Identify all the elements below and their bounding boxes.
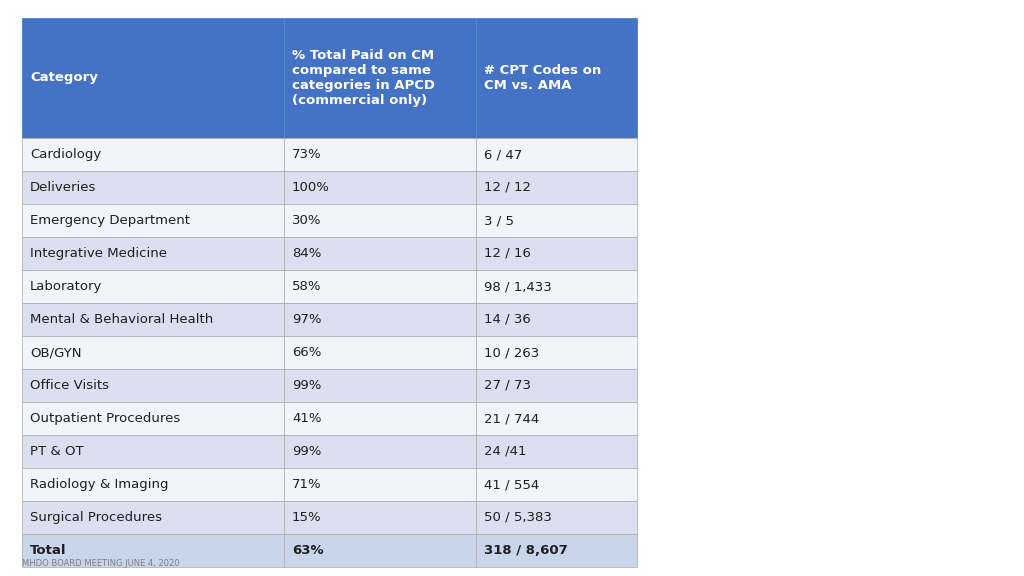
Text: 10 / 263: 10 / 263 bbox=[484, 346, 540, 359]
Text: 12 / 12: 12 / 12 bbox=[484, 181, 531, 194]
Text: 97%: 97% bbox=[292, 313, 322, 326]
Text: Emergency Department: Emergency Department bbox=[30, 214, 190, 227]
Text: 6 / 47: 6 / 47 bbox=[484, 148, 522, 161]
Text: 3 / 5: 3 / 5 bbox=[484, 214, 514, 227]
Text: Laboratory: Laboratory bbox=[30, 280, 102, 293]
Text: # CPT Codes on
CM vs. AMA: # CPT Codes on CM vs. AMA bbox=[484, 64, 601, 92]
Text: 41%: 41% bbox=[292, 412, 322, 425]
Text: Outpatient Procedures: Outpatient Procedures bbox=[30, 412, 180, 425]
Text: MHDO BOARD MEETING JUNE 4, 2020: MHDO BOARD MEETING JUNE 4, 2020 bbox=[22, 559, 179, 568]
Text: Page 11: Page 11 bbox=[958, 551, 997, 561]
Text: Deliveries: Deliveries bbox=[30, 181, 96, 194]
Text: 99%: 99% bbox=[292, 379, 322, 392]
Text: Radiology & Imaging: Radiology & Imaging bbox=[30, 478, 169, 491]
Text: Total: Total bbox=[30, 544, 67, 557]
Text: % Total Paid on CM
compared to same
categories in APCD
(commercial only): % Total Paid on CM compared to same cate… bbox=[292, 49, 435, 107]
Text: 318 / 8,607: 318 / 8,607 bbox=[484, 544, 567, 557]
Text: 27 / 73: 27 / 73 bbox=[484, 379, 531, 392]
Text: 71%: 71% bbox=[292, 478, 322, 491]
Text: 84%: 84% bbox=[292, 247, 322, 260]
Text: 66%: 66% bbox=[292, 346, 322, 359]
Text: 15%: 15% bbox=[292, 511, 322, 524]
Text: Category: Category bbox=[30, 71, 98, 85]
Text: Procedure
Categories on
CompareMaine: Procedure Categories on CompareMaine bbox=[676, 155, 992, 283]
Text: Cardiology: Cardiology bbox=[30, 148, 101, 161]
Text: 73%: 73% bbox=[292, 148, 322, 161]
Text: 41 / 554: 41 / 554 bbox=[484, 478, 540, 491]
Text: 63%: 63% bbox=[292, 544, 324, 557]
Text: 24 /41: 24 /41 bbox=[484, 445, 526, 458]
Text: 100%: 100% bbox=[292, 181, 330, 194]
Text: Office Visits: Office Visits bbox=[30, 379, 109, 392]
Text: 12 / 16: 12 / 16 bbox=[484, 247, 530, 260]
Text: PT & OT: PT & OT bbox=[30, 445, 84, 458]
Text: 14 / 36: 14 / 36 bbox=[484, 313, 530, 326]
Text: 58%: 58% bbox=[292, 280, 322, 293]
Text: 50 / 5,383: 50 / 5,383 bbox=[484, 511, 552, 524]
Text: 98 / 1,433: 98 / 1,433 bbox=[484, 280, 552, 293]
Text: Integrative Medicine: Integrative Medicine bbox=[30, 247, 167, 260]
Text: Surgical Procedures: Surgical Procedures bbox=[30, 511, 162, 524]
Text: 21 / 744: 21 / 744 bbox=[484, 412, 540, 425]
Text: 99%: 99% bbox=[292, 445, 322, 458]
Text: 30%: 30% bbox=[292, 214, 322, 227]
Text: OB/GYN: OB/GYN bbox=[30, 346, 82, 359]
Text: Mental & Behavioral Health: Mental & Behavioral Health bbox=[30, 313, 213, 326]
